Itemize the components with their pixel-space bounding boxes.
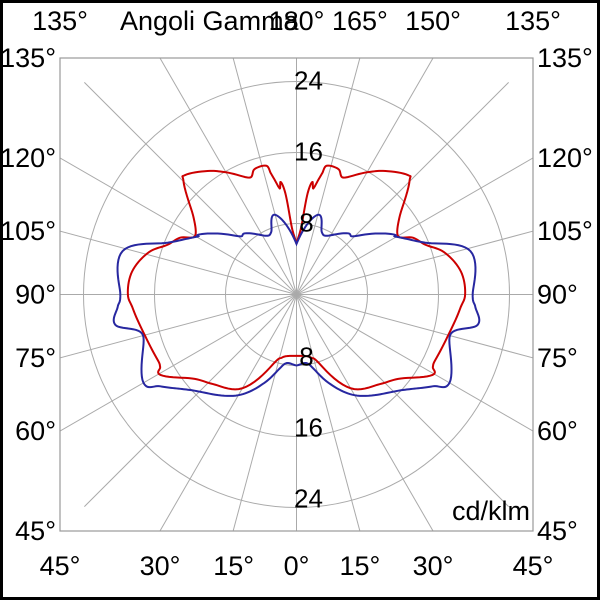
svg-text:165°: 165° xyxy=(332,6,388,36)
svg-text:8: 8 xyxy=(299,208,313,238)
svg-text:105°: 105° xyxy=(0,216,56,246)
svg-text:24: 24 xyxy=(294,66,323,96)
svg-text:135°: 135° xyxy=(505,6,561,36)
svg-text:15°: 15° xyxy=(213,551,254,581)
svg-text:16: 16 xyxy=(294,137,323,167)
svg-text:60°: 60° xyxy=(537,416,578,446)
svg-text:135°: 135° xyxy=(0,43,56,73)
svg-text:45°: 45° xyxy=(40,551,81,581)
svg-text:45°: 45° xyxy=(513,551,554,581)
svg-text:150°: 150° xyxy=(405,6,461,36)
svg-text:120°: 120° xyxy=(537,143,593,173)
svg-text:45°: 45° xyxy=(15,516,56,546)
svg-text:24: 24 xyxy=(294,484,323,514)
svg-text:8: 8 xyxy=(299,342,313,372)
svg-text:0°: 0° xyxy=(284,551,310,581)
svg-text:16: 16 xyxy=(294,413,323,443)
svg-text:90°: 90° xyxy=(537,280,578,310)
svg-text:75°: 75° xyxy=(15,343,56,373)
svg-text:90°: 90° xyxy=(15,280,56,310)
svg-text:30°: 30° xyxy=(413,551,454,581)
svg-text:135°: 135° xyxy=(32,6,88,36)
svg-text:15°: 15° xyxy=(339,551,380,581)
svg-text:135°: 135° xyxy=(537,43,593,73)
svg-text:45°: 45° xyxy=(537,516,578,546)
svg-text:75°: 75° xyxy=(537,343,578,373)
svg-text:105°: 105° xyxy=(537,216,593,246)
svg-text:cd/klm: cd/klm xyxy=(452,496,530,526)
svg-text:Angoli Gamma: Angoli Gamma xyxy=(120,6,300,36)
svg-text:60°: 60° xyxy=(15,416,56,446)
svg-text:120°: 120° xyxy=(0,143,56,173)
svg-text:30°: 30° xyxy=(140,551,181,581)
